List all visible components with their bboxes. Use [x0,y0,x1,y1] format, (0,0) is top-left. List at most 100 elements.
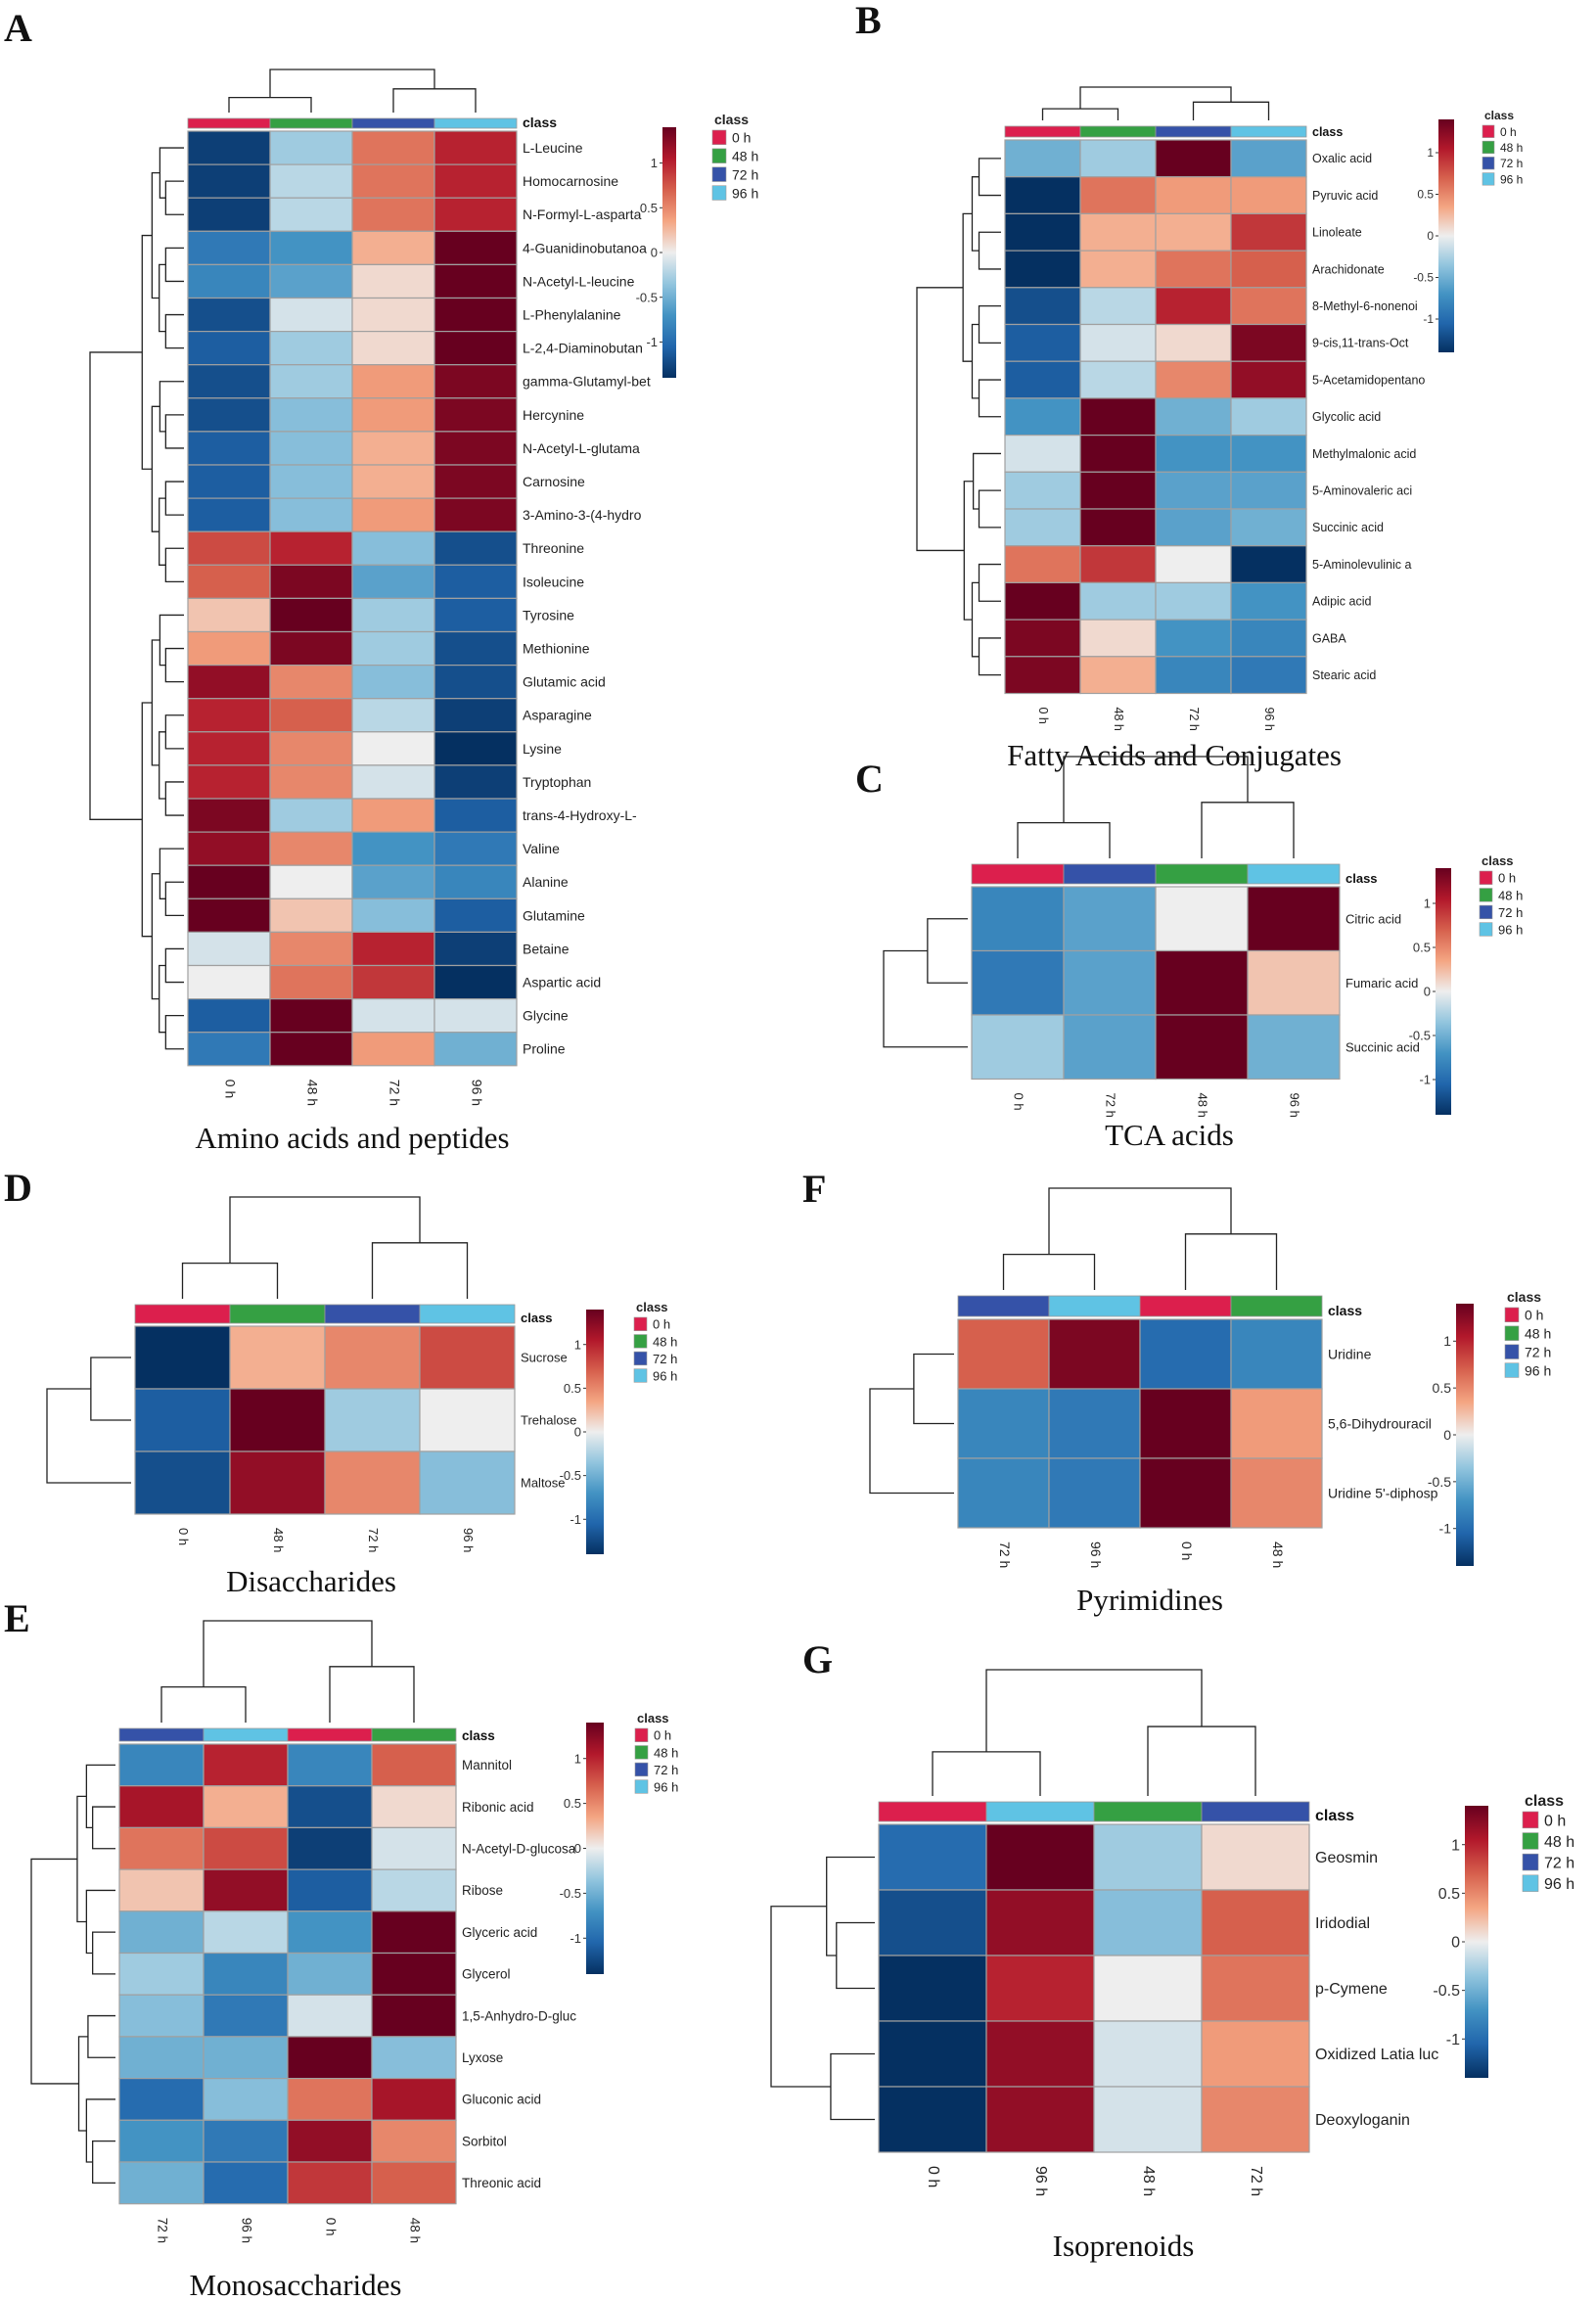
panel-a-heatmap-cell [351,764,435,800]
panel-f: F Pyrimidines class Uridine 5,6-Dihydrouraci… [802,1167,1551,1617]
panel-a-heatmap-cell [187,897,271,933]
panel-a-row-dendrogram [141,234,153,470]
panel-e-column-label: 48 h [407,2218,422,2243]
panel-b-heatmap-cell [1079,508,1157,547]
panel-e-heatmap-cell [118,2078,205,2121]
panel-g-legend-swatch [1522,1874,1539,1892]
panel-a-heatmap-cell [433,297,518,333]
panel-a-heatmap-cell [269,263,353,299]
panel-e-heatmap-cell [371,2161,457,2205]
panel-b-heatmap-cell [1079,212,1157,252]
panel-e-heatmap-cell [203,1868,289,1912]
panel-d-heatmap-cell [419,1325,516,1390]
panel-d-heatmap-cell [324,1450,421,1515]
panel-b-colorbar-tick-label: 0.5 [1417,188,1434,202]
panel-g-heatmap-cell [878,1889,987,1956]
panel-d-legend-swatch [633,1316,648,1331]
panel-a-heatmap-cell [433,464,518,499]
panel-a-colorbar-tick-label: 0 [651,246,658,260]
panel-b-heatmap-cell [1155,139,1232,178]
panel-b-heatmap-cell [1155,581,1232,621]
panel-a-row-label: Valine [523,841,560,856]
panel-e-row-dendrogram [87,2014,115,2058]
panel-e-heatmap-cell [118,1868,205,1912]
panel-d-title: Disaccharides [226,1564,396,1598]
panel-b-row-label: Methylmalonic acid [1312,447,1416,461]
panel-b-heatmap-cell [1004,397,1081,437]
panel-a-row-label: Glutamic acid [523,674,606,690]
panel-a-heatmap-cell [269,731,353,766]
panel-e-legend-swatch [634,1779,649,1794]
panel-b-column-dendrogram [1079,86,1232,110]
panel-d-column-dendrogram [371,1242,469,1299]
panel-f-colorbar-tick-label: 0 [1443,1427,1451,1443]
panel-a-row-label: Alanine [523,874,569,890]
panel-g-class-bar-cell [1093,1801,1203,1822]
panel-g-colorbar-tick-label: 0.5 [1438,1886,1460,1903]
panel-a-heatmap-cell [351,564,435,599]
panel-b-heatmap-cell [1079,471,1157,510]
panel-a-heatmap-cell [433,798,518,833]
panel-g-column-dendrogram [985,1669,1203,1752]
panel-a-heatmap-cell [433,197,518,232]
panel-d-column-dendrogram [181,1262,279,1299]
panel-e-letter: E [4,1596,30,1640]
panel-d-heatmap-cell [134,1388,231,1452]
panel-a-heatmap-cell [351,397,435,433]
panel-b-heatmap-cell [1230,656,1307,695]
panel-g-legend-label: 72 h [1544,1856,1574,1872]
panel-e-heatmap-cell [287,1952,373,1996]
panel-b-heatmap-cell [1079,435,1157,473]
panel-e-row-label: Gluconic acid [462,2093,541,2107]
panel-a-heatmap-cell [351,297,435,333]
panel-b-heatmap-cell [1155,397,1232,437]
panel-g-heatmap-cell [1093,1889,1203,1956]
panel-b-row-dendrogram [971,176,980,252]
panel-e-heatmap-cell [203,1910,289,1955]
panel-e-legend-swatch [634,1727,649,1742]
panel-a-heatmap-cell [187,530,271,566]
panel-d-colorbar-tick-label: -1 [570,1512,581,1527]
panel-e-heatmap-cell [371,2119,457,2163]
panel-e-row-dendrogram [85,1764,115,1829]
panel-b-heatmap-cell [1155,545,1232,584]
panel-f-heatmap-cell [1230,1318,1323,1390]
panel-g-column-label: 0 h [925,2166,941,2187]
panel-d-row-label: Sucrose [521,1351,568,1365]
panel-a-heatmap-cell [433,497,518,532]
panel-e-colorbar [586,1723,604,1974]
panel-c-column-dendrogram [1201,802,1295,858]
panel-g: G Isoprenoids class Geosmin Iridodial p-Cymen… [770,1637,1574,2263]
panel-b-class-bar-cell [1230,125,1307,138]
panel-c-heatmap-cell [1247,1014,1341,1081]
panel-b-heatmap-cell [1230,435,1307,473]
panel-b-heatmap-cell [1155,323,1232,362]
panel-a-heatmap-cell [187,798,271,833]
panel-a-heatmap-cell [187,431,271,466]
panel-f-heatmap-cell [1139,1388,1232,1459]
panel-b-column-label: 48 h [1112,708,1125,731]
panel-a-row-dendrogram [164,714,184,750]
panel-a-heatmap-cell [433,664,518,700]
panel-a-heatmap-cell [351,1032,435,1067]
panel-d-heatmap-cell [419,1450,516,1515]
panel-d-letter: D [4,1166,32,1210]
panel-e-heatmap-cell [287,1743,373,1787]
panel-g-colorbar-tick-label: 0 [1451,1935,1460,1952]
panel-a-row-dendrogram [159,497,166,566]
panel-f-heatmap-cell [1048,1457,1141,1529]
panel-d-legend-swatch [633,1351,648,1366]
panel-a-row-label: Methionine [523,640,590,656]
panel-b-heatmap-cell [1079,619,1157,658]
panel-b-colorbar [1438,119,1454,352]
panel-f-row-label: Uridine [1328,1346,1372,1361]
panel-a-heatmap-cell [433,130,518,165]
panel-a-heatmap-cell [433,331,518,366]
panel-d-colorbar [586,1310,604,1554]
panel-c-row-label: Fumaric acid [1345,976,1418,990]
panel-b-column-dendrogram [1041,108,1119,120]
panel-c-legend-label: 0 h [1498,871,1516,886]
panel-a-class-bar-cell [351,117,435,129]
panel-g-row-label: Geosmin [1315,1850,1378,1866]
